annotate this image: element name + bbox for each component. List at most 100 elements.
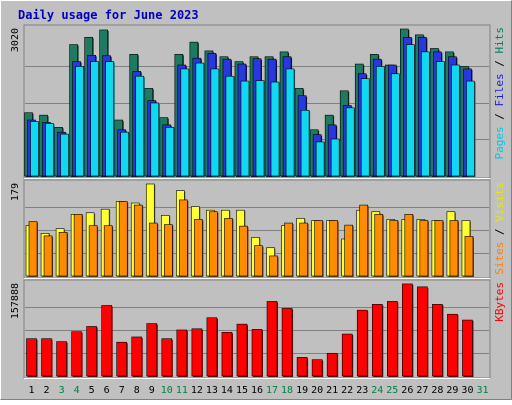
x-axis: 1 2 3 4 5 6 7 8 9 10 11 12 13 14 15 16 17 18 19 20 21 22 23 24 2… (29, 385, 489, 396)
series-pages (30, 44, 476, 178)
x-tick-label: 9 (149, 385, 155, 396)
x-tick-label: 13 (206, 385, 218, 396)
bar-sites-day-7 (118, 201, 128, 277)
bar-sites-day-14 (224, 218, 233, 277)
bar-kbytes-day-1 (26, 338, 37, 377)
panel-sites: 179 Sites / Visits (10, 179, 506, 279)
bar-sites-day-26 (404, 214, 414, 277)
bar-kbytes-day-4 (71, 331, 82, 377)
bar-kbytes-day-6 (101, 305, 112, 377)
bar-sites-day-25 (389, 220, 399, 277)
bar-kbytes-day-28 (432, 304, 443, 377)
x-tick-label: 28 (431, 385, 443, 396)
bar-pages-day-10 (165, 127, 175, 177)
bar-sites-day-15 (239, 225, 248, 277)
bar-sites-day-2 (43, 235, 53, 277)
bar-sites-day-1 (28, 221, 38, 277)
x-tick-label: 5 (89, 385, 95, 396)
bar-sites-day-3 (58, 232, 68, 277)
x-tick-label: 16 (251, 385, 263, 396)
bar-pages-day-20 (315, 141, 325, 177)
x-tick-label: 17 (266, 385, 278, 396)
bar-kbytes-day-21 (326, 352, 338, 377)
bar-pages-day-26 (406, 44, 415, 177)
bar-sites-day-10 (164, 224, 173, 277)
bar-sites-day-30 (464, 236, 474, 277)
y-max-label: 157888 (10, 283, 21, 319)
x-tick-label: 4 (74, 385, 80, 396)
bar-kbytes-day-23 (356, 309, 368, 377)
x-tick-label: 8 (134, 385, 140, 396)
bar-kbytes-day-17 (266, 301, 278, 377)
x-tick-label: 14 (221, 385, 233, 396)
x-tick-label: 27 (416, 385, 428, 396)
panels-layer: 3020 Pages / Files / Hits 179 Sites / Visit… (10, 24, 506, 379)
bar-pages-day-30 (466, 80, 475, 177)
bar-kbytes-day-3 (56, 341, 67, 377)
x-tick-label: 30 (461, 385, 473, 396)
chart-title: Daily usage for June 2023 (18, 8, 199, 22)
bar-kbytes-day-27 (417, 286, 428, 377)
x-tick-label: 21 (326, 385, 338, 396)
x-tick-label: 19 (296, 385, 308, 396)
legend-entry: Files (493, 73, 506, 106)
bar-sites-day-22 (344, 224, 353, 277)
bar-sites-day-18 (284, 222, 293, 277)
bar-kbytes-day-12 (191, 328, 203, 377)
x-tick-label: 20 (311, 385, 323, 396)
bar-sites-day-24 (374, 214, 384, 277)
bar-pages-day-18 (285, 68, 295, 177)
bar-pages-day-17 (270, 81, 280, 177)
series-kbytes (26, 283, 474, 377)
x-tick-label: 10 (161, 385, 173, 396)
bar-kbytes-day-19 (296, 357, 308, 377)
bar-kbytes-day-29 (447, 313, 458, 377)
bar-sites-day-9 (148, 222, 158, 277)
bar-kbytes-day-22 (341, 333, 353, 377)
legend-entry: Pages (493, 126, 506, 159)
bar-kbytes-day-10 (161, 338, 173, 377)
x-tick-label: 25 (386, 385, 398, 396)
bar-sites-day-4 (73, 214, 83, 277)
bar-kbytes-day-20 (311, 359, 323, 377)
bar-sites-day-23 (359, 204, 369, 277)
bar-kbytes-day-2 (41, 338, 52, 377)
bar-kbytes-day-14 (221, 331, 233, 377)
x-tick-label: 1 (29, 385, 35, 396)
bar-pages-day-9 (150, 102, 160, 177)
bar-pages-day-7 (120, 131, 130, 177)
y-max-label: 3020 (10, 28, 21, 52)
bar-pages-day-1 (30, 121, 39, 177)
bar-kbytes-day-13 (206, 317, 218, 377)
bar-pages-day-29 (451, 64, 460, 177)
legend-separator: / (493, 107, 506, 127)
x-tick-label: 26 (401, 385, 413, 396)
x-tick-label: 22 (341, 385, 353, 396)
bar-sites-day-11 (179, 199, 188, 277)
bar-sites-day-17 (269, 255, 278, 277)
bar-sites-day-27 (419, 220, 429, 277)
bar-kbytes-day-7 (116, 341, 128, 377)
bar-pages-day-23 (360, 78, 370, 177)
bar-kbytes-day-18 (281, 308, 293, 377)
bar-pages-day-27 (421, 51, 430, 177)
bar-kbytes-day-26 (402, 283, 413, 377)
legend-entry: Hits (493, 27, 506, 54)
bar-sites-day-5 (88, 225, 98, 277)
bar-pages-day-4 (75, 66, 84, 177)
bar-pages-day-11 (180, 68, 190, 177)
bar-pages-day-22 (345, 107, 355, 177)
x-tick-label: 18 (281, 385, 293, 396)
x-tick-label: 31 (476, 385, 488, 396)
x-tick-label: 29 (446, 385, 458, 396)
x-tick-label: 2 (44, 385, 50, 396)
bar-kbytes-day-5 (86, 326, 97, 377)
bar-sites-day-13 (209, 211, 218, 277)
bar-pages-day-14 (225, 75, 235, 177)
x-tick-label: 12 (191, 385, 203, 396)
bar-pages-day-3 (60, 133, 69, 177)
bar-kbytes-day-30 (462, 319, 473, 377)
legend-entry: Sites (493, 242, 506, 275)
bar-kbytes-day-11 (176, 329, 188, 377)
